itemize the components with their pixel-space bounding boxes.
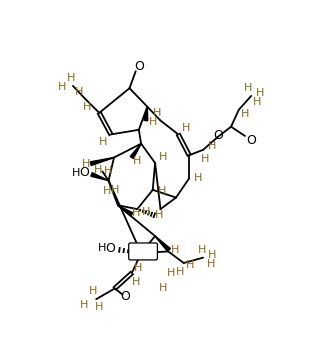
Text: H: H	[83, 102, 91, 112]
Text: H: H	[67, 73, 76, 83]
FancyBboxPatch shape	[129, 243, 157, 260]
Text: H: H	[171, 245, 179, 255]
Text: H: H	[75, 87, 83, 97]
Text: H: H	[158, 186, 166, 196]
Polygon shape	[91, 173, 109, 181]
Text: H: H	[159, 152, 167, 162]
Text: O: O	[134, 60, 144, 73]
Text: H: H	[186, 260, 194, 270]
Text: H: H	[103, 186, 111, 196]
Text: H: H	[79, 300, 88, 310]
Polygon shape	[130, 144, 141, 159]
Polygon shape	[118, 205, 133, 216]
Text: H: H	[99, 137, 107, 147]
Text: H: H	[155, 210, 163, 220]
Text: H: H	[110, 185, 119, 195]
Text: H: H	[104, 166, 112, 176]
Text: H: H	[98, 243, 107, 253]
Polygon shape	[155, 236, 171, 251]
Text: H: H	[153, 108, 162, 118]
Text: H: H	[194, 173, 203, 183]
Text: H: H	[159, 284, 167, 293]
Text: O: O	[105, 242, 115, 255]
Text: O: O	[214, 129, 224, 142]
Text: H: H	[142, 207, 151, 217]
Text: H: H	[201, 154, 209, 164]
Text: H: H	[132, 208, 141, 218]
Text: H: H	[208, 141, 217, 151]
Text: H: H	[134, 264, 142, 273]
Text: O: O	[246, 134, 256, 147]
Text: H: H	[241, 109, 249, 119]
Text: H: H	[197, 245, 206, 255]
Text: Abs: Abs	[134, 246, 153, 257]
Text: H: H	[94, 165, 103, 175]
Text: H: H	[208, 249, 217, 260]
Text: H: H	[253, 97, 262, 107]
Text: H: H	[95, 302, 103, 312]
Polygon shape	[144, 107, 148, 121]
Text: H: H	[89, 286, 97, 297]
Text: O: O	[79, 166, 89, 179]
Text: H: H	[58, 82, 66, 93]
Text: H: H	[149, 117, 158, 127]
Text: H: H	[256, 88, 265, 98]
Text: H: H	[244, 83, 252, 93]
Text: H: H	[132, 277, 141, 287]
Text: H: H	[72, 168, 80, 178]
Text: H: H	[82, 159, 90, 169]
Text: O: O	[121, 290, 130, 303]
Text: H: H	[207, 259, 215, 269]
Text: H: H	[133, 156, 141, 166]
Text: H: H	[176, 267, 184, 277]
Polygon shape	[90, 158, 114, 166]
Text: H: H	[182, 123, 190, 133]
Text: H: H	[166, 268, 175, 278]
